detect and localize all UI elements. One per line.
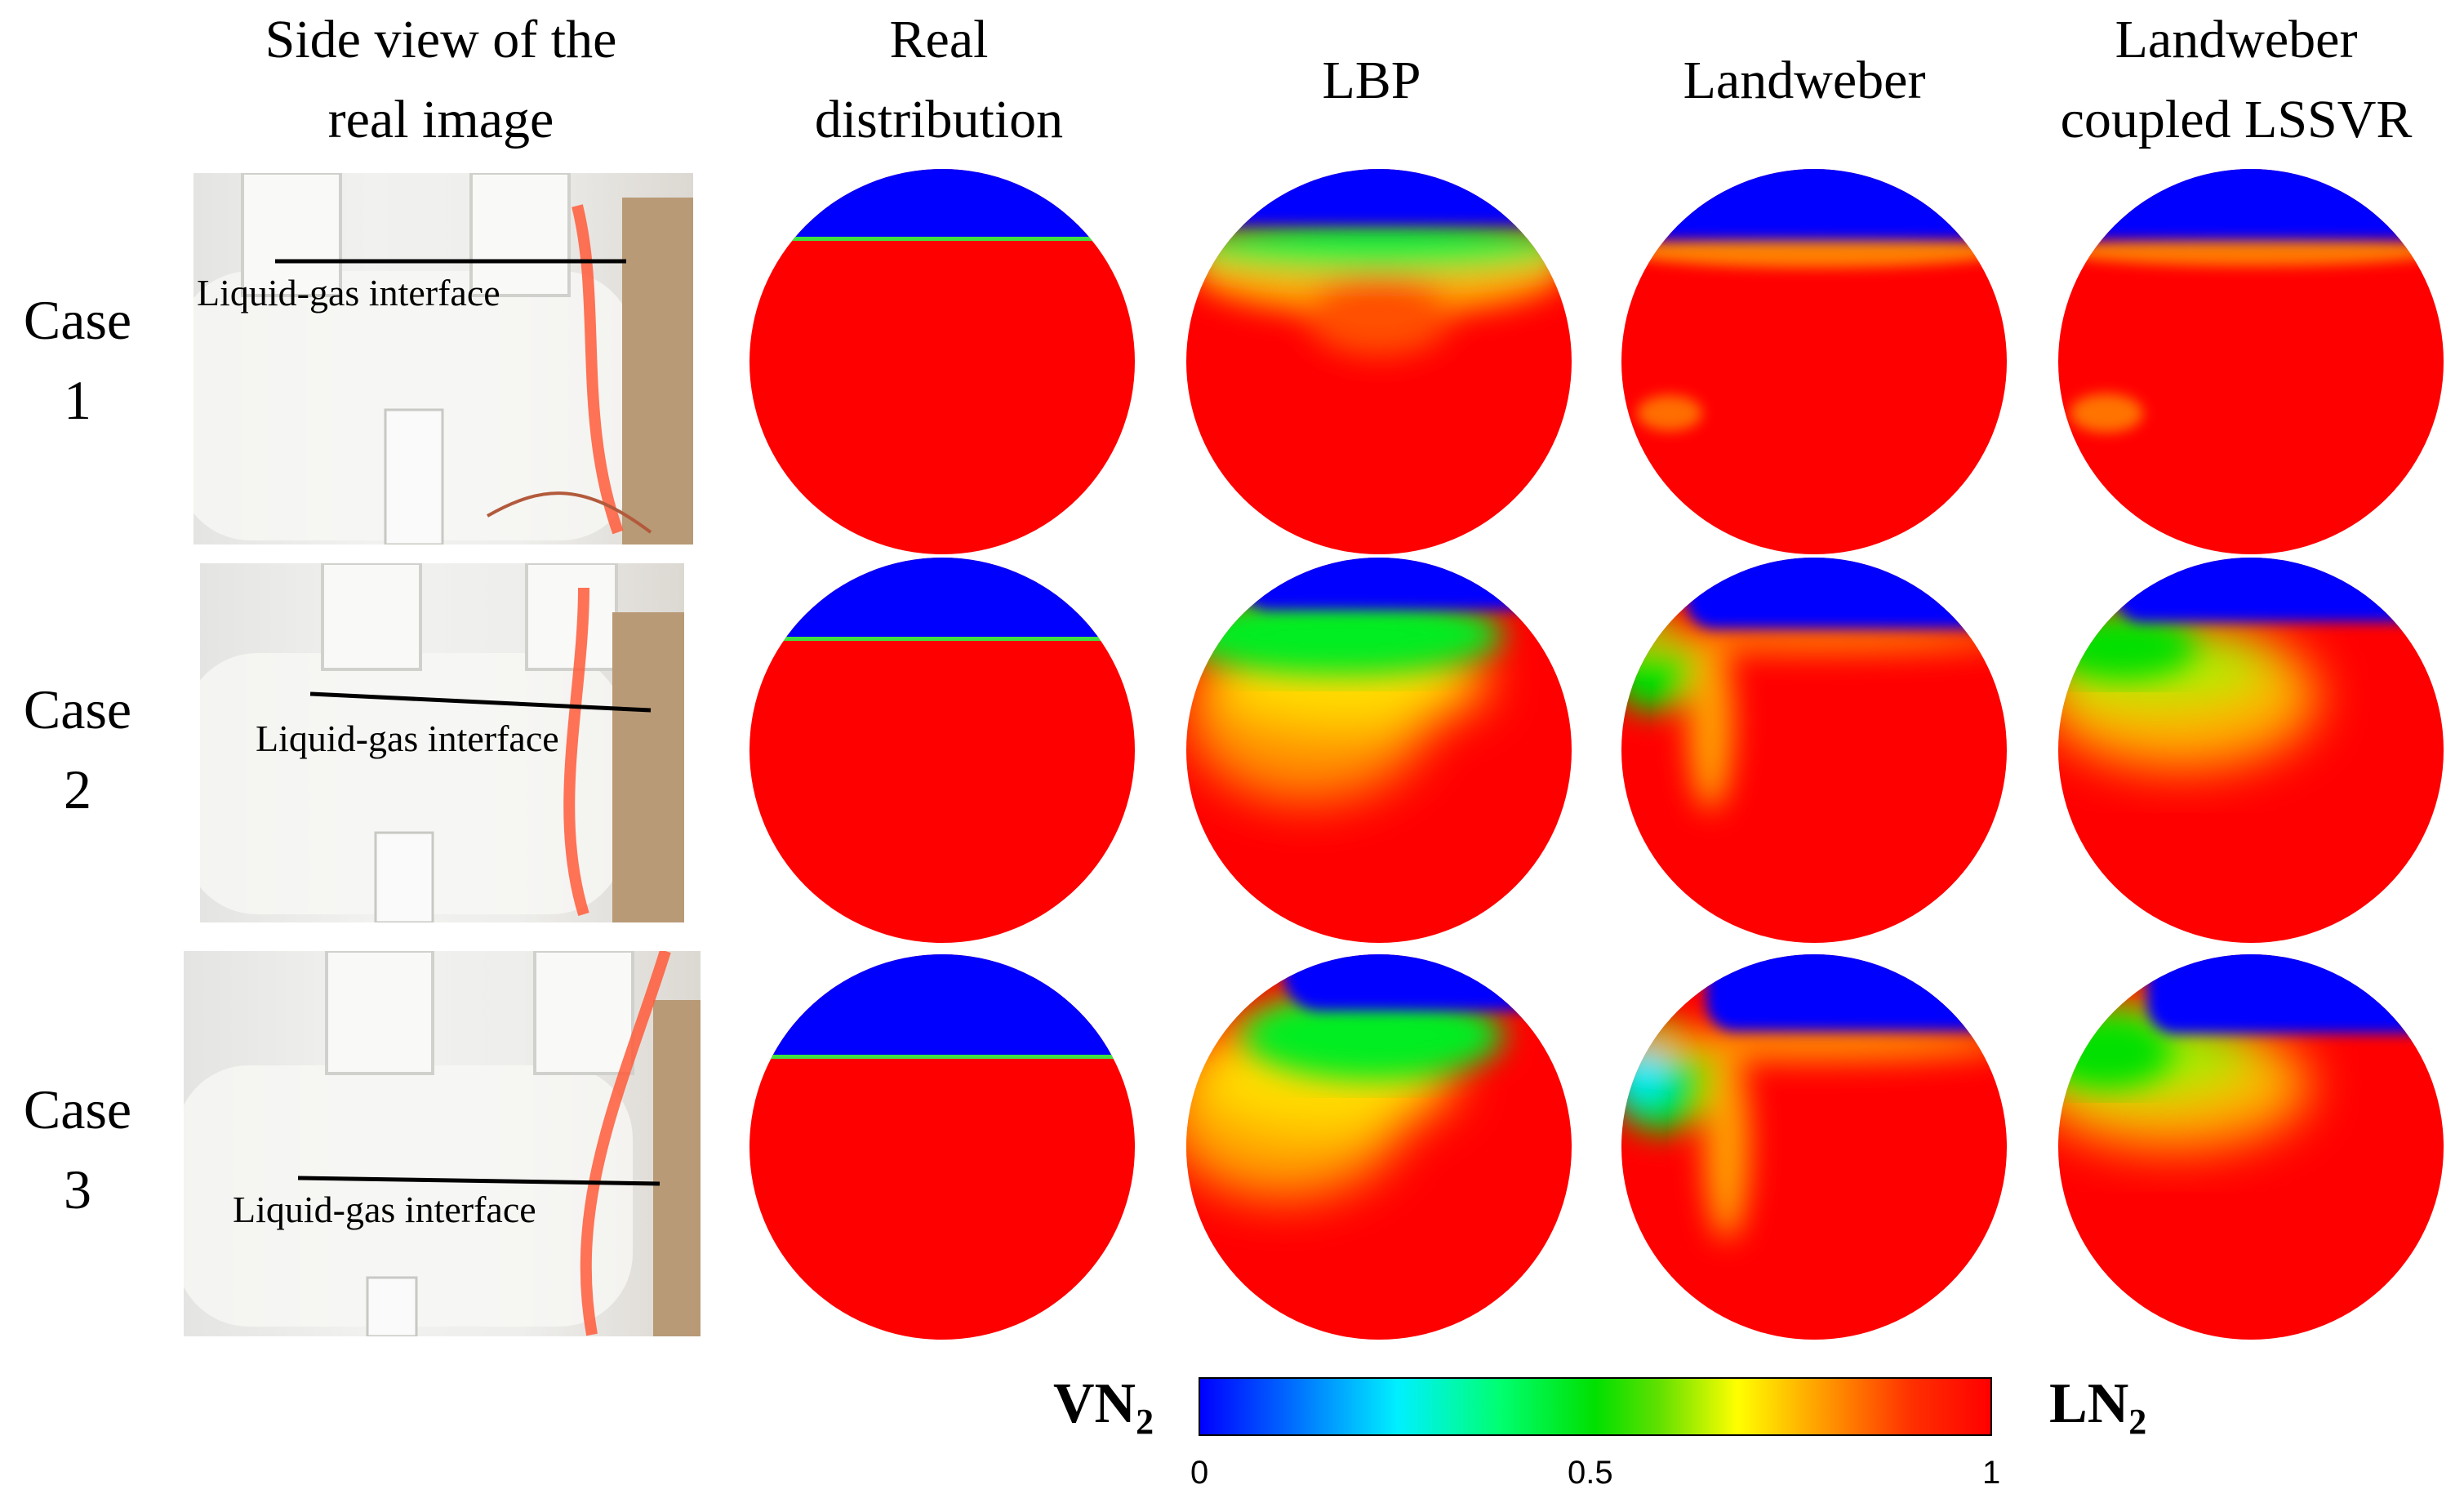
header-side-view: Side view of the real image [265, 10, 617, 149]
colorbar-tick-0: 0 [1190, 1455, 1209, 1491]
disk-case2-lbp [1186, 558, 1572, 943]
disk-case1-landweber [1621, 169, 2007, 554]
header-landweber-lssvr: Landweber coupled LSSVR [2060, 10, 2413, 149]
disk-case1-lbp [1186, 169, 1572, 554]
photo-case-1: Liquid-gas interface [193, 173, 693, 545]
disk-case1-lssvr [2058, 169, 2444, 554]
case-label-1: Case 1 [23, 289, 132, 431]
header-lbp: LBP [1322, 51, 1421, 110]
colorbar-tick-1: 1 [1982, 1455, 2001, 1491]
photo-case-3: Liquid-gas interface [184, 951, 701, 1336]
case-label-3: Case 3 [23, 1078, 132, 1220]
colorbar-tick-mid: 0.5 [1568, 1455, 1613, 1491]
disk-case2-landweber [1621, 558, 2007, 943]
disk-case2-lssvr [2058, 558, 2444, 943]
header-real-distribution: Real distribution [814, 10, 1064, 149]
disk-case3-real [749, 954, 1135, 1340]
header-landweber: Landweber [1683, 51, 1926, 110]
photo-caption-2: Liquid-gas interface [256, 718, 559, 759]
disk-case3-landweber [1621, 954, 2007, 1340]
colorbar-gradient [1200, 1379, 1990, 1434]
colorbar-left-label: VN2 [1053, 1372, 1154, 1442]
colorbar-right-label: LN2 [2049, 1372, 2147, 1442]
photo-caption-3: Liquid-gas interface [233, 1189, 536, 1230]
colorbar [1199, 1377, 1992, 1436]
disk-case3-lbp [1186, 954, 1572, 1340]
disk-case3-lssvr [2058, 954, 2444, 1340]
photo-caption-1: Liquid-gas interface [197, 272, 500, 313]
photo-case-2: Liquid-gas interface [200, 563, 684, 922]
disk-case1-real [749, 169, 1135, 554]
disk-case2-real [749, 558, 1135, 943]
case-label-2: Case 2 [23, 678, 132, 820]
